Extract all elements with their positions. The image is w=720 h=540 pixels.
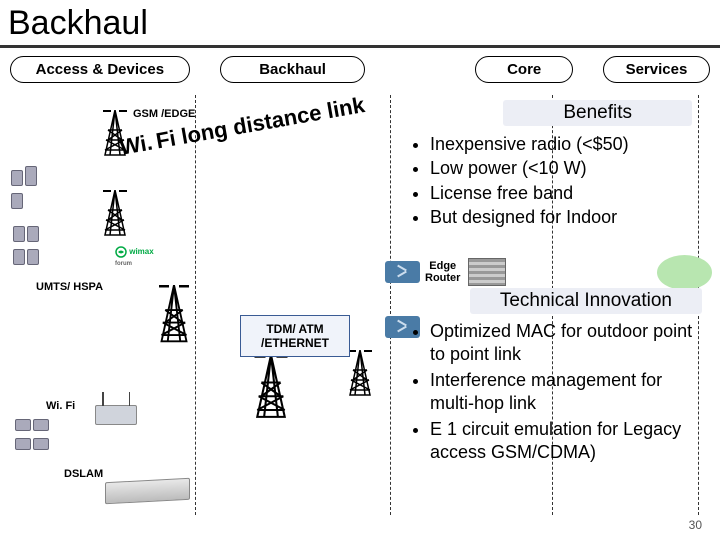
benefit-item: Low power (<10 W): [430, 156, 710, 180]
label-gsm: GSM /EDGE: [133, 108, 195, 120]
innovation-item: Interference management for multi-hop li…: [430, 369, 710, 416]
benefit-item: License free band: [430, 181, 710, 205]
tdm-box: TDM/ ATM /ETHERNET: [240, 315, 350, 357]
benefit-item: But designed for Indoor: [430, 205, 710, 229]
innovation-item: Optimized MAC for outdoor point to point…: [430, 320, 710, 367]
cloud-icon: [657, 255, 712, 290]
dslam-box-icon: [105, 478, 190, 504]
header-backhaul: Backhaul: [220, 56, 366, 83]
innovation-list: Optimized MAC for outdoor point to point…: [410, 320, 710, 466]
benefits-list: Inexpensive radio (<$50) Low power (<10 …: [410, 132, 710, 229]
divider-2: [390, 95, 391, 515]
wifi-long-distance-text: Wi.Fi long distance link: [118, 92, 367, 161]
page-number: 30: [689, 518, 702, 532]
edge-router-icon: [385, 261, 420, 283]
innovation-heading: Technical Innovation: [470, 288, 702, 314]
benefits-heading: Benefits: [503, 100, 692, 126]
device-cluster-icon: [10, 165, 38, 215]
device-cluster-icon: [14, 418, 50, 456]
label-wifi: Wi. Fi: [46, 400, 75, 412]
server-rack-icon: [468, 258, 506, 286]
wimax-text2: forum: [115, 261, 132, 267]
label-dslam: DSLAM: [64, 468, 103, 480]
benefit-item: Inexpensive radio (<$50): [430, 132, 710, 156]
tower-icon: [100, 110, 132, 165]
tower-icon: [345, 350, 375, 403]
tower-icon: [155, 285, 193, 350]
divider-1: [195, 95, 196, 515]
label-umts: UMTS/ HSPA: [36, 281, 103, 293]
column-headers: Access & Devices Backhaul Core Services: [0, 48, 720, 91]
header-services: Services: [603, 56, 710, 83]
tower-icon: [250, 355, 292, 426]
header-access: Access & Devices: [10, 56, 190, 83]
diag-rest: Fi long distance link: [154, 92, 367, 153]
wimax-text: wimax: [129, 247, 153, 256]
wimax-logo: wimax forum: [115, 246, 154, 267]
edge-router-label: Edge Router: [425, 260, 460, 284]
page-title: Backhaul: [0, 0, 720, 48]
device-cluster-icon: [12, 225, 40, 271]
innovation-item: E 1 circuit emulation for Legacy access …: [430, 418, 710, 465]
header-core: Core: [475, 56, 572, 83]
wifi-router-icon: [95, 405, 137, 425]
tower-icon: [100, 190, 132, 245]
